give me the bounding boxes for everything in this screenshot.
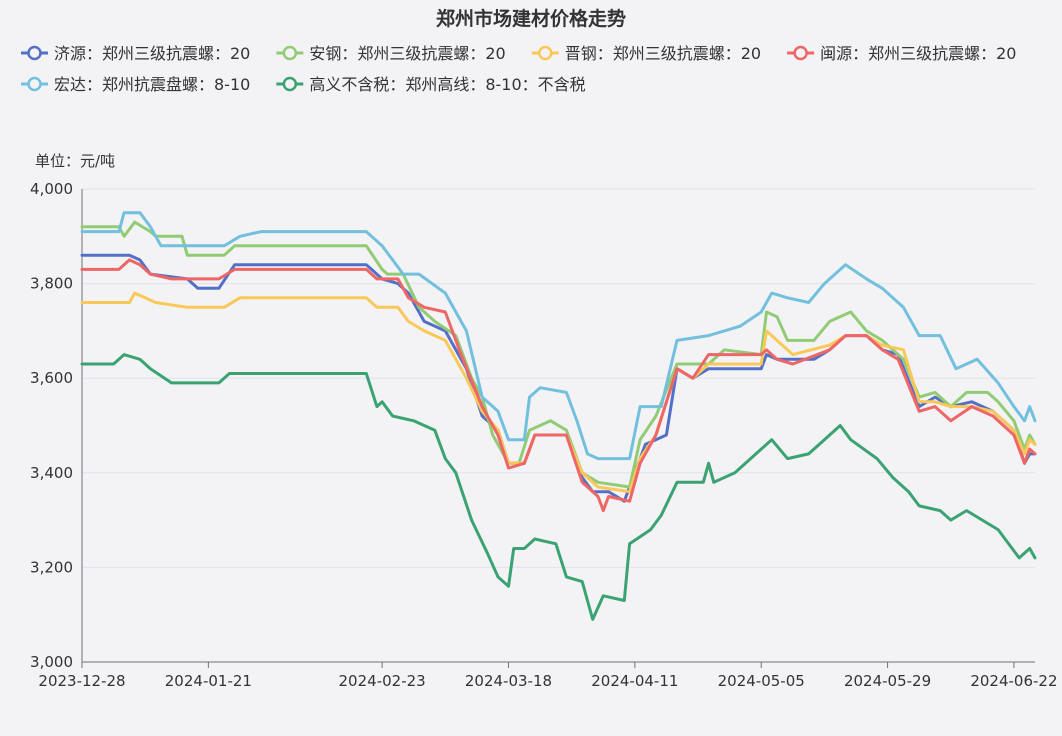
x-tick-label: 2023-12-28 — [38, 672, 125, 690]
legend-marker-icon — [282, 76, 298, 92]
legend-label: 济源：郑州三级抗震螺：20 — [54, 44, 250, 63]
legend-marker-icon — [282, 45, 298, 61]
series-line-2[interactable] — [80, 220, 1037, 489]
legend-item-1[interactable]: 济源：郑州三级抗震螺：20 — [21, 44, 250, 63]
series-line-4[interactable] — [80, 258, 1037, 513]
legend-item-6[interactable]: 高义不含税：郑州高线：8-10：不含税 — [276, 75, 586, 94]
legend-item-2[interactable]: 安钢：郑州三级抗震螺：20 — [276, 44, 506, 63]
x-tick-label: 2024-02-23 — [339, 672, 426, 690]
x-tick-label: 2024-05-05 — [718, 672, 805, 690]
y-tick-label: 3,000 — [30, 653, 73, 671]
legend-label: 晋钢：郑州三级抗震螺：20 — [565, 44, 761, 63]
legend-label: 闽源：郑州三级抗震螺：20 — [820, 44, 1016, 63]
y-tick-label: 3,600 — [30, 369, 73, 387]
x-tick-label: 2024-03-18 — [465, 672, 552, 690]
legend-item-4[interactable]: 闽源：郑州三级抗震螺：20 — [787, 44, 1017, 63]
legend-item-3[interactable]: 晋钢：郑州三级抗震螺：20 — [531, 44, 761, 63]
legend-label: 安钢：郑州三级抗震螺：20 — [309, 44, 505, 63]
series-line-3[interactable] — [80, 291, 1037, 494]
legend-label: 高义不含税：郑州高线：8-10：不含税 — [309, 75, 585, 94]
x-tick-label: 2024-01-21 — [165, 672, 252, 690]
series-layer — [80, 211, 1037, 621]
x-tick-label: 2024-04-11 — [591, 672, 678, 690]
legend: 济源：郑州三级抗震螺：20 安钢：郑州三级抗震螺：20 晋钢：郑州三级抗震螺：20 闽… — [21, 44, 1017, 94]
legend-marker-icon — [793, 45, 808, 61]
legend-label: 宏达：郑州抗震盘螺：8-10 — [54, 75, 250, 94]
series-line-5[interactable] — [80, 211, 1037, 461]
legend-marker-icon — [27, 45, 42, 61]
legend-marker-icon — [27, 76, 42, 92]
y-axis-unit-label: 单位：元/吨 — [35, 152, 115, 170]
chart-title: 郑州市场建材价格走势 — [436, 7, 626, 30]
legend-marker-icon — [538, 45, 553, 61]
axes: 3,000 3,200 3,400 3,600 3,800 4,000 2023-12-28… — [30, 180, 1057, 690]
series-line-6[interactable] — [80, 353, 1037, 621]
x-tick-label: 2024-06-22 — [970, 672, 1057, 690]
y-tick-label: 3,400 — [30, 464, 73, 482]
y-tick-label: 3,200 — [30, 558, 73, 576]
x-tick-label: 2024-05-29 — [844, 672, 931, 690]
legend-item-5[interactable]: 宏达：郑州抗震盘螺：8-10 — [21, 75, 250, 94]
y-tick-label: 3,800 — [30, 275, 73, 293]
y-tick-label: 4,000 — [30, 180, 73, 198]
